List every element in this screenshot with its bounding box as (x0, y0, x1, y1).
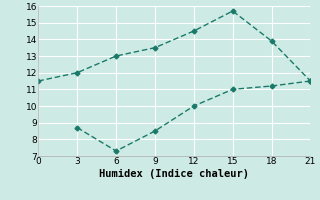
X-axis label: Humidex (Indice chaleur): Humidex (Indice chaleur) (100, 169, 249, 179)
